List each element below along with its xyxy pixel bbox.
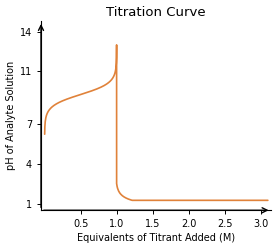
Title: Titration Curve: Titration Curve (106, 5, 206, 19)
X-axis label: Equivalents of Titrant Added (M): Equivalents of Titrant Added (M) (77, 234, 235, 244)
Y-axis label: pH of Analyte Solution: pH of Analyte Solution (6, 61, 16, 170)
